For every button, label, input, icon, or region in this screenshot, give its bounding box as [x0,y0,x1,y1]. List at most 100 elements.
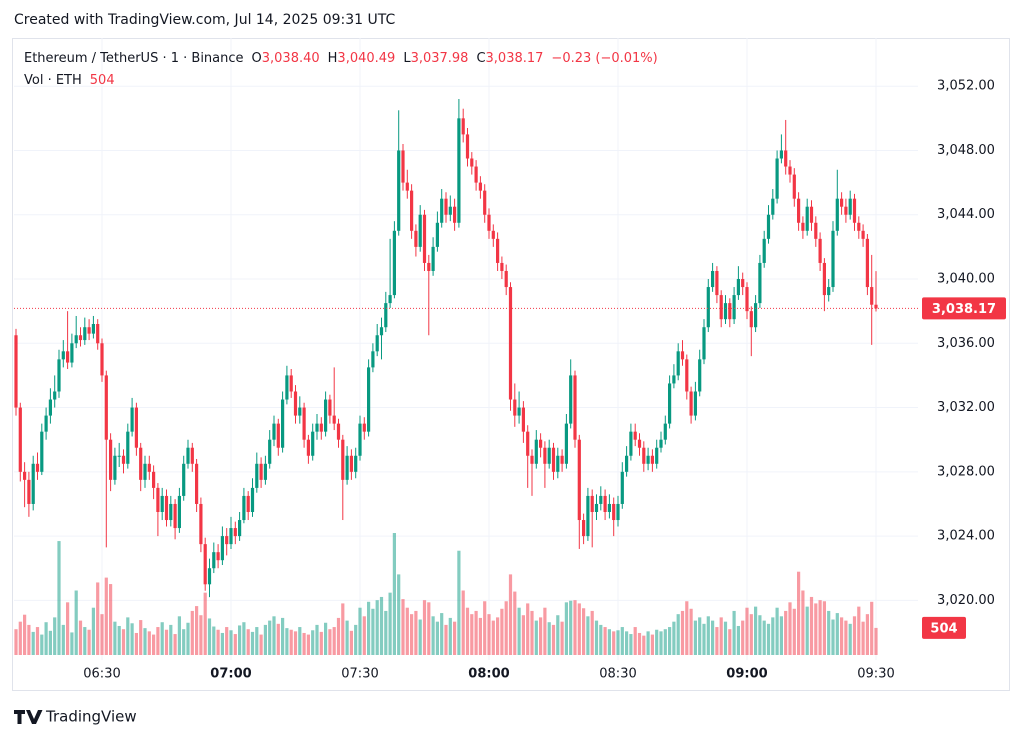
volume-bar [569,600,573,655]
change-label: −0.23 (−0.01%) [551,51,657,66]
candle-body [672,375,676,384]
volume-bar [349,630,353,655]
candle-body [397,150,401,231]
candle-body [401,150,405,183]
candle-body [453,206,457,223]
candle-body [822,262,826,296]
candle-body [298,407,302,416]
y-tick-label: 3,036.00 [937,336,995,351]
volume-bar [551,624,556,655]
volume-bar [250,631,255,655]
candle-body [569,375,573,424]
volume-bar [35,627,40,655]
volume-bar [612,631,616,655]
volume-bar [766,623,771,655]
candle-body [440,198,444,223]
y-tick-label: 3,040.00 [937,272,995,287]
candle-body [474,166,478,183]
volume-bar [113,621,117,655]
volume-bar [500,608,504,655]
volume-pane [14,533,878,655]
volume-bar [564,602,568,655]
volume-bar [792,608,796,655]
ohlc-key: O [252,51,262,66]
volume-bar [809,596,814,655]
candle-body [392,230,396,296]
candle-body [238,520,242,537]
x-tick-label: 08:30 [599,667,636,682]
volume-bar [199,615,203,655]
candle-body [422,214,427,263]
candle-body [336,423,341,440]
candle-body [276,423,280,448]
volume-bar [440,613,444,655]
volume-bar [379,596,384,655]
ohlc-key: C [476,51,485,66]
candle-body [861,230,865,239]
candle-body [207,568,212,585]
volume-bar [388,592,392,655]
volume-bar [156,627,160,655]
volume-bar [620,627,624,655]
candle-body [315,423,319,432]
candle-body [147,463,151,472]
candle-body [530,455,534,464]
volume-bar [186,622,190,655]
volume-bar [526,603,530,655]
volume-bar [594,620,599,655]
volume-bar [736,625,740,655]
candle-body [78,335,83,341]
volume-bar [134,632,138,655]
volume-bar [263,624,267,655]
volume-bar [706,616,710,655]
volume-bar [474,610,478,655]
volume-bar [625,631,629,655]
y-tick-label: 3,024.00 [937,529,995,544]
volume-bar [220,632,224,655]
volume-bar [83,627,87,655]
candle-body [560,455,564,464]
volume-bar [319,631,323,655]
legend: Ethereum / TetherUS · 1 · Binance O3,038.… [24,51,658,88]
candle-body [212,552,216,569]
candle-body [556,455,560,472]
candle-body [121,455,126,464]
candle-body [797,198,801,223]
volume-bar [336,617,341,655]
candle-body [539,439,543,448]
y-tick-label: 3,032.00 [937,400,995,415]
volume-bar [444,624,448,655]
last-price-box [922,297,1006,320]
volume-bar [801,590,805,655]
volume-value-box [922,616,966,639]
volume-bar [306,634,310,655]
candle-body [741,279,745,288]
candle-body [57,359,61,392]
volume-bar [590,610,594,655]
volume-bar [805,606,809,655]
volume-bar [371,608,375,655]
candle-body [650,455,654,464]
volume-bar [775,607,779,655]
candle-body [500,262,504,271]
volume-bar [655,629,659,655]
logo-text: TradingView [45,708,137,726]
ohlc-value: 3,040.49 [337,51,395,66]
candle-body [852,198,857,223]
volume-bar [754,606,758,655]
candle-body [487,214,491,231]
volume-bar [207,618,212,655]
candle-body [431,246,435,271]
volume-bar [728,629,732,655]
volume-bar [797,571,801,655]
volume-bar [560,621,564,655]
candle-body [483,190,487,215]
candle-body [586,495,590,537]
volume-bar [784,610,788,655]
candle-body [620,471,624,504]
candle-body [341,439,345,480]
volume-bar [650,634,654,655]
candle-body [766,214,771,239]
candle-body [268,439,272,464]
